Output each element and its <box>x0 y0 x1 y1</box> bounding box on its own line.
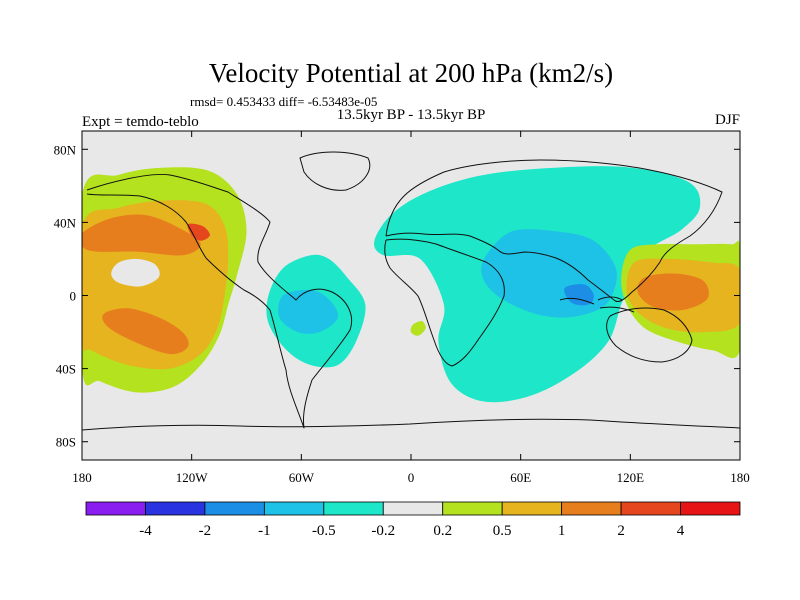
lat-tick-label: 80N <box>54 142 77 157</box>
lon-tick-label: 0 <box>408 470 415 485</box>
contour-south-america-core <box>278 289 339 334</box>
contour-bay-of-bengal-min <box>564 284 594 306</box>
coastlines <box>82 151 740 431</box>
contour-south-pacific-core <box>102 308 189 355</box>
map-axes: 180 120W 60W 0 60E 120E 180 80N 40N 0 40S 80S <box>54 131 750 485</box>
lat-tick-label: 80S <box>56 435 76 450</box>
colorbar: -4 -2 -1 -0.5 -0.2 0.2 0.5 1 2 4 <box>85 501 741 539</box>
colorbar-box <box>501 501 563 516</box>
contour-rocky-mountain-max <box>187 223 210 241</box>
colorbar-box <box>263 501 325 516</box>
experiment-label: Expt = temdo-teblo <box>82 114 199 130</box>
colorbar-label: 2 <box>617 523 625 539</box>
contour-regions <box>82 166 740 403</box>
colorbar-label: 1 <box>558 523 566 539</box>
colorbar-box <box>561 501 622 516</box>
colorbar-box <box>620 501 681 516</box>
lat-tick-label: 0 <box>70 289 77 304</box>
lon-tick-label: 60E <box>510 470 531 485</box>
chart-title: Velocity Potential at 200 hPa (km2/s) <box>209 58 613 88</box>
colorbar-label: 0.5 <box>493 523 512 539</box>
lon-tick-label: 180 <box>730 470 750 485</box>
lat-tick-label: 40N <box>54 215 77 230</box>
colorbar-box <box>382 501 444 516</box>
colorbar-label: -0.5 <box>312 523 336 539</box>
contour-north-pacific-core <box>82 214 201 256</box>
africa-coast <box>384 238 505 367</box>
colorbar-label: -4 <box>139 523 152 539</box>
contour-african-patch <box>410 321 426 336</box>
contour-central-pacific-hole <box>111 258 160 287</box>
colorbar-box <box>680 501 741 516</box>
colorbar-label: -0.2 <box>371 523 395 539</box>
north-america-coast <box>86 173 353 429</box>
greenland-coast <box>299 151 371 191</box>
lon-tick-label: 120W <box>176 470 209 485</box>
colorbar-label: 4 <box>677 523 685 539</box>
contour-west-pacific-core <box>637 273 709 311</box>
lon-tick-label: 120E <box>617 470 645 485</box>
lon-tick-label: 180 <box>72 470 92 485</box>
colorbar-label: -2 <box>199 523 212 539</box>
colorbar-label: -1 <box>258 523 271 539</box>
indonesia-coast <box>559 296 635 313</box>
period-label: 13.5kyr BP - 13.5kyr BP <box>337 107 486 123</box>
stats-label: rmsd= 0.453433 diff= -6.53483e-05 <box>190 94 377 109</box>
lat-tick-label: 40S <box>56 362 76 377</box>
colorbar-box <box>85 501 146 516</box>
colorbar-box <box>442 501 503 516</box>
colorbar-box <box>204 501 265 516</box>
lon-tick-label: 60W <box>289 470 315 485</box>
eurasia-coast <box>385 159 723 303</box>
colorbar-box <box>145 501 206 516</box>
colorbar-box <box>323 501 384 516</box>
australia-coast <box>606 307 693 363</box>
antarctica-coast <box>82 418 740 431</box>
colorbar-label: 0.2 <box>433 523 452 539</box>
season-label: DJF <box>715 112 740 128</box>
